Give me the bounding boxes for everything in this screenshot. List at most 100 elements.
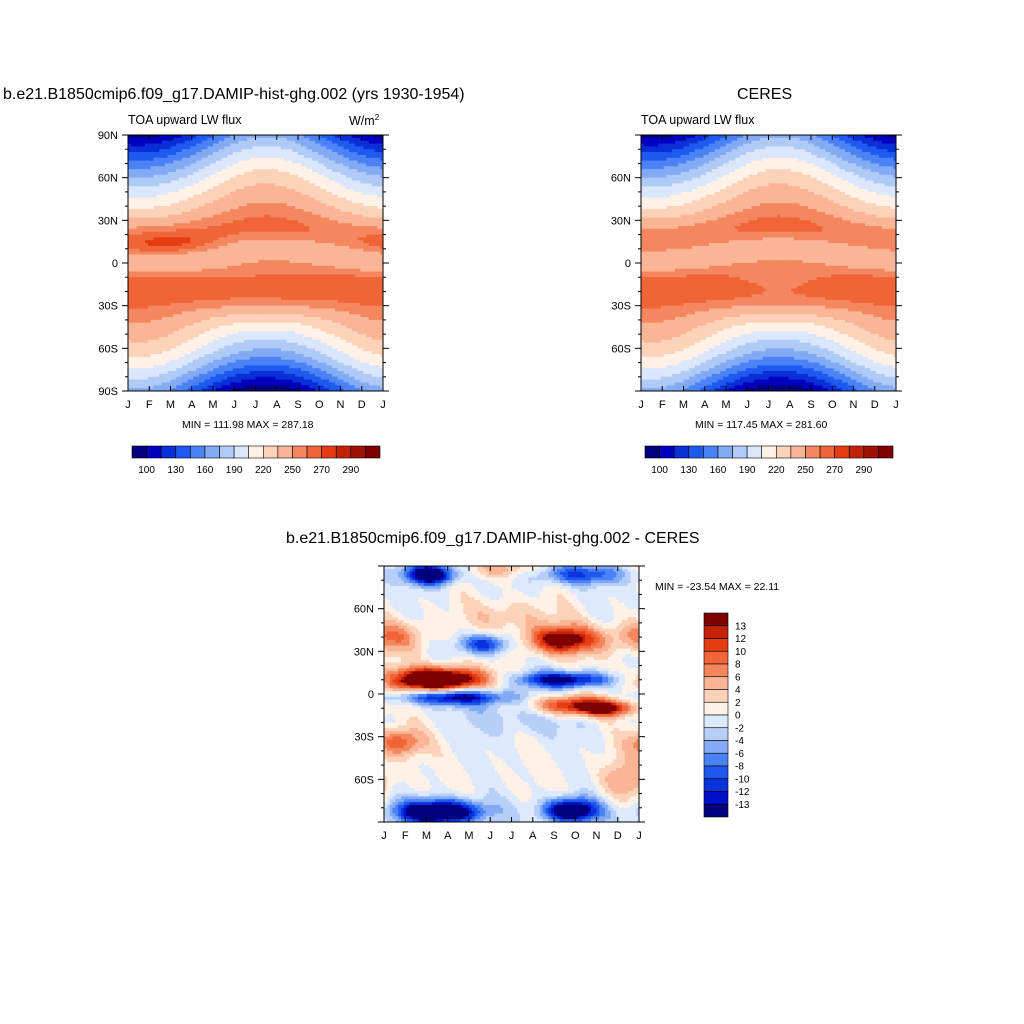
model-month-label: M [208, 399, 217, 411]
diff-colorbar-label: -2 [735, 723, 744, 734]
diff-title: b.e21.B1850cmip6.f09_g17.DAMIP-hist-ghg.… [286, 530, 700, 548]
obs-left-label: TOA upward LW flux [641, 113, 754, 127]
obs-colorbar-swatch [790, 445, 806, 459]
diff-colorbar-label: -10 [735, 774, 750, 785]
model-colorbar-swatch [321, 445, 337, 459]
diff-month-label: J [488, 830, 494, 842]
obs-colorbar-swatch [805, 445, 821, 459]
model-colorbar-swatch [160, 445, 177, 459]
obs-colorbar-label: 220 [768, 465, 785, 476]
model-lat-label: 90S [98, 386, 118, 398]
obs-colorbar-swatch [732, 445, 748, 459]
diff-colorbar-swatch [703, 765, 729, 780]
diff-colorbar-swatch [703, 638, 729, 652]
obs-month-label: A [701, 399, 709, 411]
diff-lat-label: 30S [354, 732, 374, 744]
diff-stats: MIN = -23.54 MAX = 22.11 [655, 581, 779, 593]
obs-colorbar-swatch [717, 445, 733, 459]
model-colorbar-label: 290 [342, 465, 359, 476]
obs-colorbar-swatch [746, 445, 763, 459]
diff-colorbar: 13 12 10 86 4 2 0-2 -4 -6 -8-10 -12 -13 [703, 612, 750, 818]
obs-colorbar-swatch [775, 445, 792, 459]
model-month-label: M [166, 399, 175, 411]
model-month-label: N [337, 399, 345, 411]
obs-colorbar-label: 290 [855, 465, 872, 476]
model-colorbar-label: 100 [138, 465, 155, 476]
model-colorbar-swatch [204, 445, 220, 459]
diff-colorbar-swatch [703, 752, 729, 767]
obs-month-label: J [893, 399, 899, 411]
obs-colorbar-swatch [673, 445, 690, 459]
model-month-label: A [188, 399, 196, 411]
diff-colorbar-swatch [703, 650, 729, 665]
model-lat-label: 60S [98, 343, 118, 355]
obs-lat-label: 0 [625, 258, 631, 270]
obs-colorbar-swatch [834, 445, 850, 459]
model-month-label: F [146, 399, 153, 411]
model-field [128, 135, 384, 392]
diff-colorbar-swatch [703, 803, 729, 818]
obs-colorbar-swatch [761, 445, 777, 459]
diff-colorbar-label: 8 [735, 660, 741, 671]
model-month-label: D [358, 399, 366, 411]
diff-colorbar-label: 0 [735, 711, 741, 722]
model-colorbar-label: 220 [255, 465, 272, 476]
obs-month-label: J [638, 399, 644, 411]
diff-colorbar-label: 13 [735, 621, 747, 632]
model-colorbar-label: 190 [226, 465, 243, 476]
diff-colorbar-label: -13 [735, 800, 750, 811]
model-left-label: TOA upward LW flux [128, 113, 241, 127]
model-stats: MIN = 111.98 MAX = 287.18 [182, 419, 314, 431]
model-colorbar-swatch [277, 445, 293, 459]
diff-month-label: J [509, 830, 515, 842]
model-colorbar-swatch [248, 445, 264, 459]
model-colorbar-swatch [365, 445, 381, 459]
diff-colorbar-label: 10 [735, 647, 747, 658]
obs-month-label: J [766, 399, 772, 411]
obs-month-label: M [721, 399, 730, 411]
obs-lat-label: 30S [611, 301, 631, 313]
model-colorbar-swatch [233, 445, 250, 459]
model-units: W/m2 [349, 113, 379, 128]
diff-lat-label: 60N [354, 604, 374, 616]
model-colorbar-label: 270 [313, 465, 330, 476]
model-month-label: J [253, 399, 259, 411]
obs-colorbar-swatch [848, 445, 865, 459]
model-colorbar-label: 250 [284, 465, 301, 476]
diff-colorbar-swatch [703, 625, 729, 639]
diff-colorbar-swatch [703, 791, 729, 805]
diff-month-label: O [571, 830, 580, 842]
model-colorbar-swatch [350, 445, 366, 459]
diff-lat-label: 60S [354, 774, 374, 786]
diff-colorbar-label: 4 [735, 685, 741, 696]
diff-lat-label: 30N [354, 646, 374, 658]
diff-colorbar-swatch [703, 727, 729, 741]
obs-stats: MIN = 117.45 MAX = 281.60 [695, 419, 827, 431]
diff-colorbar-swatch [703, 689, 729, 703]
model-lat-label: 30N [98, 215, 118, 227]
model-month-label: J [380, 399, 386, 411]
obs-colorbar-label: 250 [797, 465, 814, 476]
diff-month-label: F [402, 830, 409, 842]
diff-colorbar-label: -12 [735, 787, 750, 798]
diff-month-label: M [464, 830, 473, 842]
model-colorbar-swatch [131, 445, 147, 459]
diff-colorbar-swatch [703, 714, 729, 729]
diff-month-label: A [444, 830, 452, 842]
obs-lat-label: 60S [611, 343, 631, 355]
diff-colorbar-label: -8 [735, 762, 744, 773]
obs-month-label: O [828, 399, 837, 411]
diff-colorbar-label: 12 [735, 634, 747, 645]
obs-colorbar-label: 270 [826, 465, 843, 476]
obs-lat-label: 60N [611, 173, 631, 185]
obs-colorbar-label: 190 [739, 465, 756, 476]
diff-colorbar-swatch [703, 663, 729, 678]
obs-month-label: S [807, 399, 814, 411]
diff-colorbar-swatch [703, 701, 729, 716]
diff-month-label: D [614, 830, 622, 842]
obs-field [641, 135, 897, 392]
model-month-label: A [273, 399, 281, 411]
diff-field [384, 566, 640, 823]
obs-colorbar-swatch [688, 445, 704, 459]
obs-month-label: J [745, 399, 751, 411]
